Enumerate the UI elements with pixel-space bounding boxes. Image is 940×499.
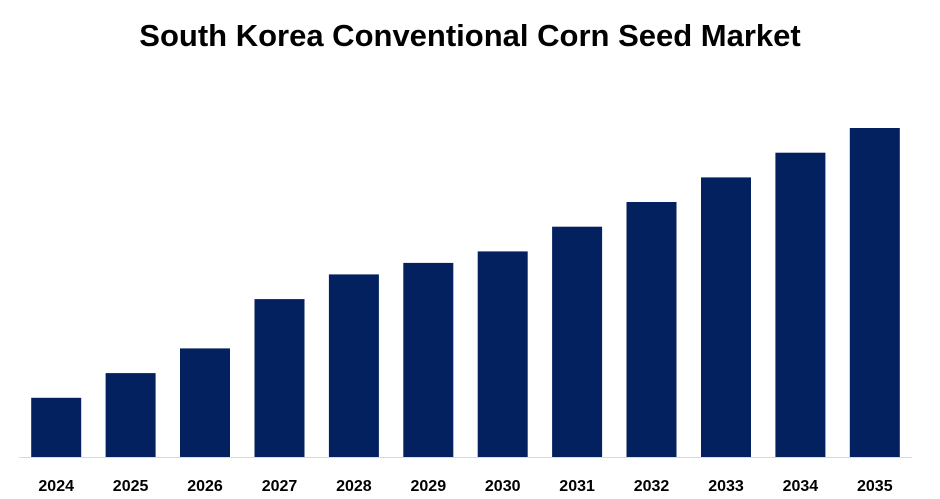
x-tick-label-2035: 2035 — [857, 478, 893, 495]
bar-2028 — [328, 274, 379, 457]
x-tick-label-2034: 2034 — [783, 478, 819, 495]
x-tick-label-2031: 2031 — [559, 478, 595, 495]
x-tick-labels: 2024 2025 2026 2027 2028 2029 2030 2031 2032 2033… — [38, 478, 892, 495]
bar-2024 — [31, 397, 82, 457]
x-tick-label-2024: 2024 — [38, 478, 74, 495]
x-tick-label-2030: 2030 — [485, 478, 521, 495]
bar-2034 — [775, 152, 826, 457]
bar-2030 — [477, 251, 528, 457]
x-tick-label-2026: 2026 — [187, 478, 223, 495]
bar-2033 — [701, 177, 751, 457]
x-tick-label-2025: 2025 — [113, 478, 149, 495]
bar-2027 — [254, 299, 305, 457]
x-tick-label-2033: 2033 — [708, 478, 744, 495]
bar-2031 — [552, 226, 603, 457]
bars-group — [31, 128, 900, 457]
bar-2029 — [403, 262, 454, 457]
bar-2035 — [849, 128, 900, 457]
bar-2026 — [180, 348, 230, 457]
x-tick-label-2028: 2028 — [336, 478, 372, 495]
x-tick-label-2029: 2029 — [411, 478, 447, 495]
x-tick-label-2027: 2027 — [262, 478, 298, 495]
bar-2032 — [626, 202, 677, 457]
chart-title: South Korea Conventional Corn Seed Marke… — [139, 18, 801, 53]
bar-2025 — [105, 373, 156, 457]
x-tick-label-2032: 2032 — [634, 478, 670, 495]
